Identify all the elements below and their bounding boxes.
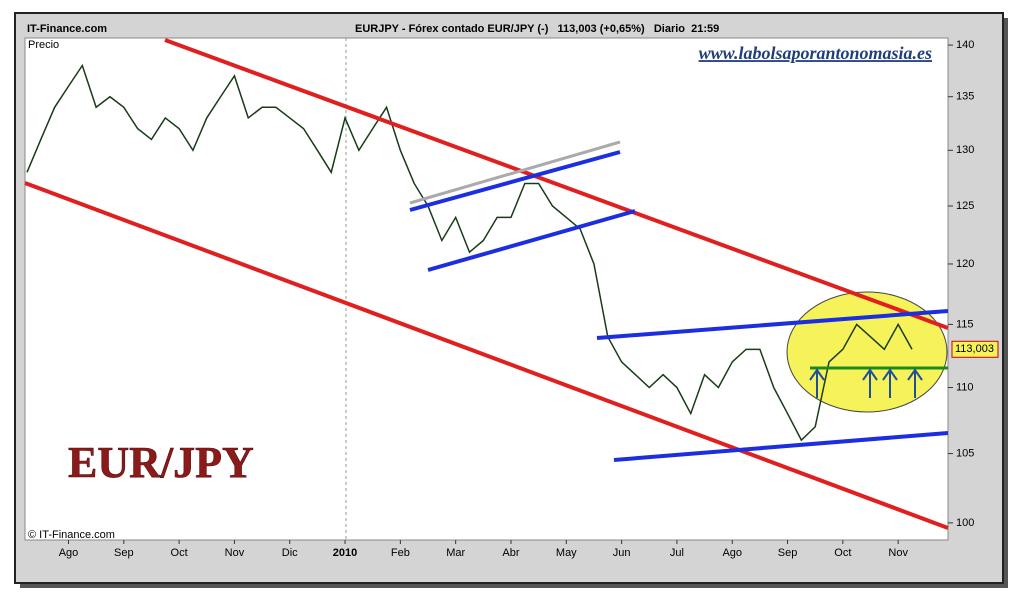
y-tick-label: 125 [956,200,974,212]
copyright: © IT-Finance.com [28,529,115,541]
price-line [26,63,913,442]
x-tick-label: Ago [722,547,742,559]
y-tick-label: 100 [956,517,974,529]
blue-line [596,309,949,340]
x-tick-label: Nov [225,547,245,559]
plot [26,63,913,442]
x-tick-label: Oct [171,547,188,559]
y-tick-label: 115 [956,318,974,330]
y-tick-label: 105 [956,447,974,459]
arrow [907,368,923,398]
x-tick-label: Abr [502,547,519,559]
x-tick-label: Jul [670,547,684,559]
x-tick-label: Mar [446,547,465,559]
x-tick-label: Oct [834,547,851,559]
y-tick-label: 140 [956,39,974,51]
x-tick-label: 2010 [333,547,357,559]
x-tick-label: Dic [282,547,298,559]
arrow [862,368,878,398]
arrows [809,368,923,398]
arrow [809,368,825,398]
arrow [882,368,898,398]
channel-top [164,38,949,330]
blue-line [427,209,636,272]
blue-line [613,431,949,462]
blue-line [409,150,621,212]
y-label: Precio [28,39,59,51]
last-value-label: 113,003 [955,343,994,355]
x-tick-label: Nov [888,547,908,559]
highlight [786,291,948,413]
x-tick-label: May [556,547,577,559]
y-tick-label: 130 [956,144,974,156]
chart-title: EURJPY - Fórex contado EUR/JPY (-) 113,0… [355,23,719,35]
trendlines [24,38,949,530]
x-tick-label: Sep [778,547,798,559]
y-tick-label: 120 [956,258,974,270]
x-tick-label: Ago [59,547,79,559]
symbol: EUR/JPY [68,438,254,487]
x-tick-label: Jun [613,547,631,559]
site-name: IT-Finance.com [27,23,107,35]
gray-line [409,140,621,205]
x-tick-label: Feb [391,547,410,559]
y-tick-label: 135 [956,91,974,103]
plot-area [24,37,949,541]
last-value-box [951,340,999,358]
y-tick-label: 110 [956,381,974,393]
x-tick-label: Sep [114,547,134,559]
channel-bottom [24,181,949,530]
watermark: www.labolsaporantonomasia.es [699,43,932,63]
